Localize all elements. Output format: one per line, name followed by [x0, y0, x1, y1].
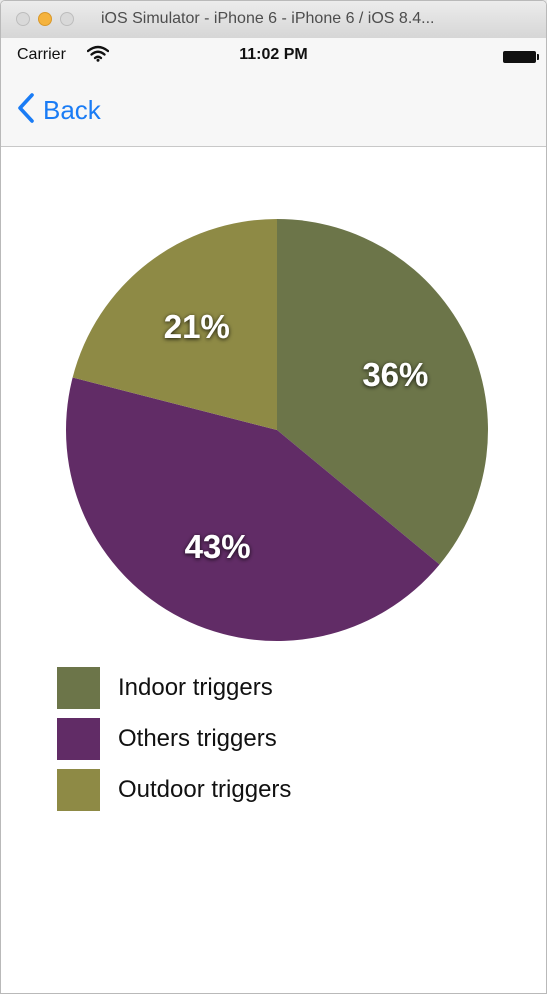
wifi-icon — [86, 45, 110, 67]
minimize-window-button[interactable] — [38, 12, 52, 26]
back-button-label: Back — [43, 94, 101, 125]
status-time: 11:02 PM — [239, 46, 308, 63]
legend-label-3: Outdoor triggers — [118, 776, 292, 803]
legend-swatch-1 — [57, 667, 100, 709]
pie-slice-label-2: 43% — [185, 528, 251, 565]
legend-swatch-3 — [57, 769, 100, 811]
window-title: iOS Simulator - iPhone 6 - iPhone 6 / iO… — [101, 10, 435, 27]
legend-swatch-2 — [57, 718, 100, 760]
close-window-button[interactable] — [16, 12, 30, 26]
pie-slice-label-3: 21% — [164, 308, 230, 345]
pie-slice-1 — [277, 219, 488, 565]
pie-slice-3 — [72, 219, 277, 430]
carrier-label: Carrier — [17, 46, 66, 63]
pie-chart: 36% 43% 21% — [65, 219, 488, 642]
window-titlebar: iOS Simulator - iPhone 6 - iPhone 6 / iO… — [1, 1, 546, 39]
legend-label-2: Others triggers — [118, 725, 277, 752]
back-button[interactable]: Back — [17, 90, 101, 130]
status-bar: Carrier 11:02 PM — [1, 38, 546, 70]
battery-icon — [503, 51, 539, 63]
navigation-bar: Back — [1, 70, 546, 147]
pie-chart-area: 36% 43% 21% Indoor triggers Others triggers… — [1, 147, 546, 847]
pie-slice-2 — [65, 377, 440, 642]
legend-label-1: Indoor triggers — [118, 674, 273, 701]
zoom-window-button[interactable] — [60, 12, 74, 26]
pie-slice-label-1: 36% — [362, 356, 428, 393]
chevron-left-icon — [17, 92, 35, 128]
